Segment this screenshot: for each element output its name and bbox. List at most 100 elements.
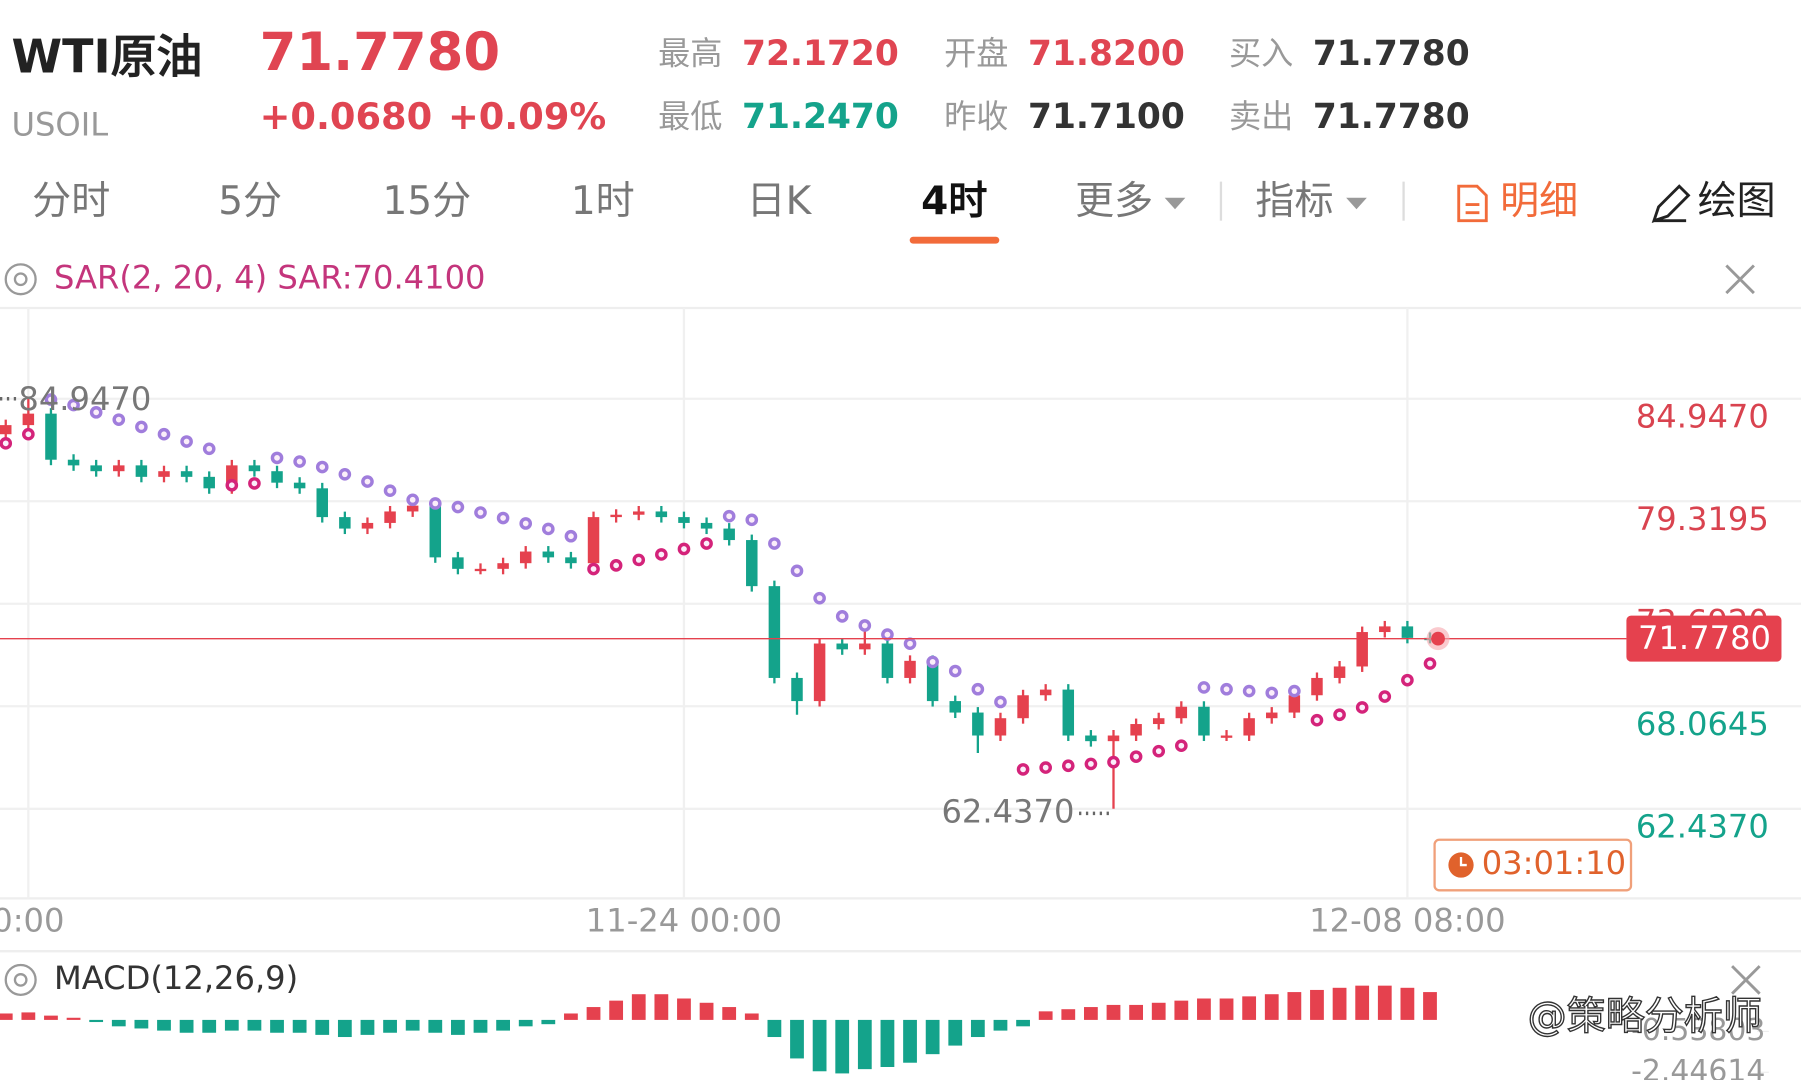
tab[interactable]: 绘图 <box>1698 179 1776 224</box>
candle-body <box>926 660 939 702</box>
macd-bar <box>518 1019 533 1027</box>
macd-bar <box>66 1017 81 1020</box>
tab[interactable]: 更多 <box>1075 179 1153 224</box>
settings-icon[interactable] <box>4 963 37 996</box>
close-icon[interactable] <box>1725 264 1755 295</box>
sar-dot <box>1310 713 1324 727</box>
sar-dot <box>632 553 646 567</box>
sar-dot <box>994 695 1007 709</box>
candle-body <box>429 505 442 558</box>
macd-bar <box>89 1019 104 1023</box>
candle-body <box>1333 666 1346 678</box>
macd-bar <box>1332 987 1347 1020</box>
tab[interactable]: 明细 <box>1500 179 1578 224</box>
candle-body <box>1243 718 1255 736</box>
macd-bar <box>744 1013 759 1020</box>
sar-dot <box>361 475 374 488</box>
macd-bar <box>722 1007 737 1020</box>
sar-dot <box>655 548 668 561</box>
sar-dot <box>1333 708 1346 722</box>
macd-tick-label: -0.53803 <box>1631 1013 1765 1048</box>
tab-underline <box>909 236 1000 244</box>
macd-bar <box>767 1019 782 1038</box>
macd-tick-label: -2.44614 <box>1631 1054 1765 1080</box>
candle-body <box>1152 718 1165 725</box>
macd-bar <box>948 1019 963 1046</box>
candle-body <box>746 540 758 587</box>
sar-dot <box>1355 701 1369 714</box>
candle-body <box>678 517 690 523</box>
tab[interactable]: 分时 <box>32 179 110 224</box>
sar-dot <box>1288 684 1301 698</box>
last-price: 71.7780 <box>260 22 501 83</box>
candle-body <box>226 465 238 489</box>
sar-dot <box>1061 759 1075 773</box>
macd-bar <box>1377 985 1392 1020</box>
change-pct: +0.09% <box>448 95 606 138</box>
candle-body <box>1220 735 1233 738</box>
sar-dot <box>768 537 781 550</box>
macd-bar <box>247 1019 262 1031</box>
sar-dot <box>1401 673 1414 687</box>
sar-dot <box>926 655 939 669</box>
symbol-name: WTI原油 <box>11 29 202 83</box>
sar-dot <box>971 682 985 696</box>
tab[interactable]: 日K <box>747 179 813 224</box>
macd-bar <box>21 1012 36 1020</box>
quote-label: 最高 <box>658 34 722 72</box>
macd-bar <box>1038 1011 1053 1020</box>
sar-dot <box>677 542 691 556</box>
sar-dot <box>67 398 80 412</box>
sar-dot <box>270 451 284 465</box>
tab[interactable]: 15分 <box>382 179 471 224</box>
sar-dot <box>89 406 103 419</box>
macd-bar <box>157 1019 171 1031</box>
sar-dot <box>1220 682 1233 696</box>
sar-dot <box>1378 690 1392 703</box>
macd-bar <box>1287 992 1302 1020</box>
sar-dot <box>700 537 713 550</box>
candle-body <box>949 701 961 713</box>
sar-dot <box>835 610 849 623</box>
macd-bar <box>383 1019 397 1033</box>
sar-dot <box>722 509 736 523</box>
low-annotation: 62.4370 <box>941 792 1074 830</box>
quote-value: 71.7780 <box>1313 34 1470 74</box>
y-tick-label: 68.0645 <box>1636 705 1769 743</box>
candle-body <box>587 517 600 564</box>
dropdown-arrow <box>1346 197 1367 210</box>
macd-bar <box>564 1013 578 1020</box>
settings-icon[interactable] <box>4 263 37 296</box>
quote-label: 卖出 <box>1229 97 1293 135</box>
quote-value: 71.8200 <box>1028 34 1185 74</box>
sar-dot <box>1152 744 1166 758</box>
tab[interactable]: 1时 <box>571 179 635 224</box>
candle-body <box>1311 677 1323 696</box>
sar-dot <box>858 619 872 632</box>
sar-dot <box>813 591 826 605</box>
sar-dot <box>293 455 306 468</box>
tab[interactable]: 5分 <box>218 179 282 224</box>
candle-body <box>339 517 351 529</box>
macd-bar <box>903 1019 917 1063</box>
macd-bar <box>1061 1009 1076 1020</box>
sar-dot <box>587 562 600 576</box>
dropdown-arrow <box>1164 197 1186 210</box>
macd-bar <box>224 1019 239 1031</box>
quote-value: 71.7780 <box>1313 97 1470 137</box>
macd-bar <box>1016 1019 1030 1027</box>
macd-bar <box>1084 1007 1098 1020</box>
tab[interactable]: 指标 <box>1255 179 1333 224</box>
tab[interactable]: 4时 <box>921 179 987 224</box>
macd-bar <box>631 994 646 1020</box>
settings-icon-core <box>13 272 28 287</box>
sar-dot <box>881 628 894 641</box>
y-tick-label: 79.3195 <box>1636 500 1769 538</box>
candle-body <box>1062 689 1075 736</box>
quote-label: 开盘 <box>944 34 1008 72</box>
candle-body <box>881 643 894 678</box>
macd-bar <box>270 1019 284 1033</box>
macd-bar <box>654 994 669 1020</box>
close-icon[interactable] <box>1731 965 1761 995</box>
quote-label: 昨收 <box>944 97 1008 135</box>
